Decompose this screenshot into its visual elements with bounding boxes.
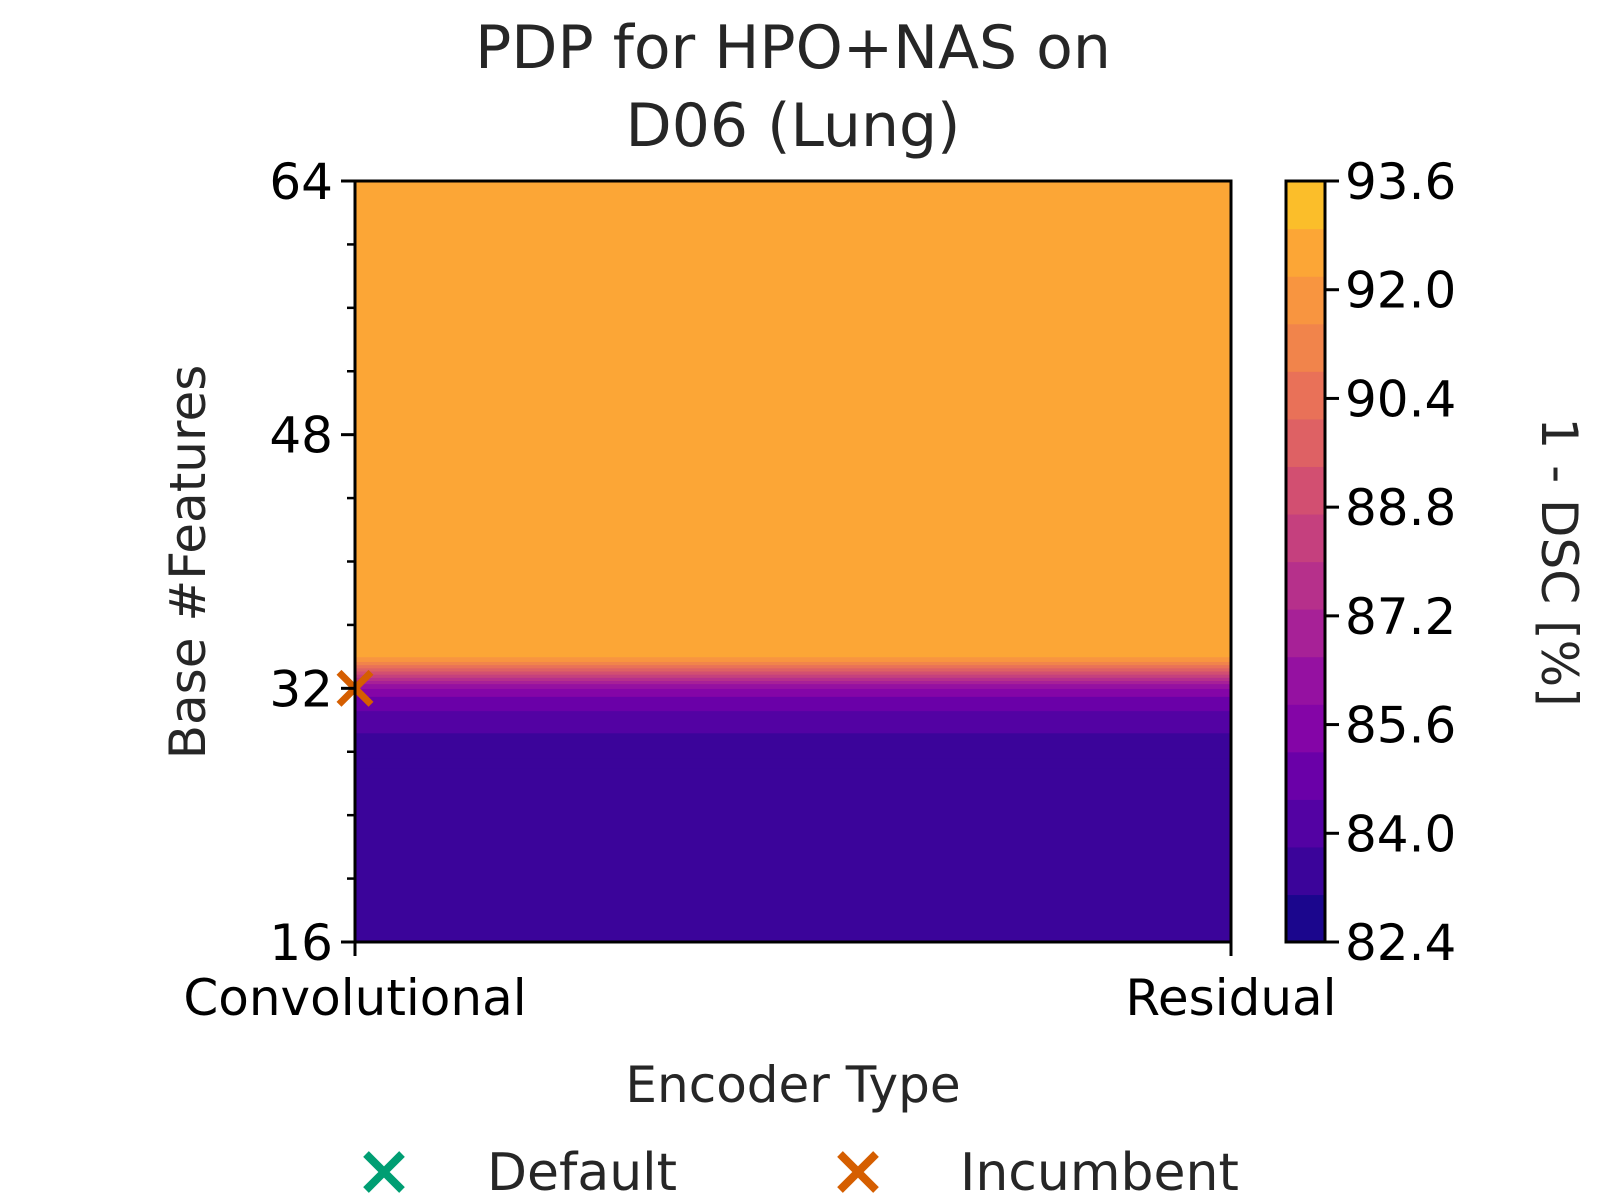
colorbar-frame [1284, 179, 1327, 944]
x-axis-ticks: Convolutional Residual [183, 942, 1337, 1027]
y-tick-label: 16 [269, 914, 333, 972]
y-tick-label: 48 [269, 407, 333, 465]
chart-title-line-1: PDP for HPO+NAS on [475, 13, 1111, 83]
colorbar-segment [1286, 418, 1325, 467]
colorbar-segment [1286, 466, 1325, 515]
heatmap-band [355, 656, 1231, 662]
heatmap-band [355, 670, 1231, 675]
heatmap-band [355, 680, 1231, 685]
heatmap-band [355, 667, 1231, 672]
plot-area [355, 181, 1231, 943]
colorbar-segment [1286, 894, 1325, 943]
legend-marker-default [363, 1151, 405, 1193]
colorbar-tick-label: 84.0 [1345, 805, 1456, 863]
y-tick-label: 32 [269, 660, 333, 718]
colorbar-tick-label: 85.6 [1345, 697, 1456, 755]
colorbar [1286, 181, 1325, 943]
colorbar-ticks: 82.4 84.0 85.6 87.2 88.8 90.4 92.0 93.6 [1325, 153, 1456, 972]
colorbar-segment [1286, 799, 1325, 848]
heatmap-band [355, 758, 1231, 769]
colorbar-segment [1286, 656, 1325, 705]
heatmap-band [355, 683, 1231, 689]
x-tick-label: Residual [1125, 969, 1336, 1027]
legend-label-default: Default [487, 1143, 677, 1200]
heatmap-band [355, 742, 1231, 759]
legend: Default Incumbent [363, 1143, 1239, 1200]
colorbar-tick-label: 93.6 [1345, 153, 1456, 211]
colorbar-segment [1286, 513, 1325, 563]
legend-marker-incumbent [837, 1151, 879, 1193]
heatmap-band [355, 664, 1231, 669]
x-tick-label: Convolutional [183, 969, 526, 1027]
heatmap-band [355, 710, 1231, 734]
heatmap-band [355, 661, 1231, 666]
legend-item-incumbent: Incumbent [837, 1143, 1239, 1200]
colorbar-label: 1 - DSC [%] [1530, 417, 1588, 706]
heatmap-band [355, 696, 1231, 712]
colorbar-segment [1286, 704, 1325, 753]
legend-item-default: Default [363, 1143, 677, 1200]
colorbar-tick-label: 90.4 [1345, 370, 1456, 428]
colorbar-segment [1286, 276, 1325, 325]
colorbar-segment [1286, 371, 1325, 420]
colorbar-segment [1286, 323, 1325, 372]
colorbar-tick-label: 82.4 [1345, 914, 1456, 972]
legend-label-incumbent: Incumbent [960, 1143, 1239, 1200]
chart-title-line-2: D06 (Lung) [626, 91, 961, 161]
x-axis-label: Encoder Type [625, 1056, 960, 1114]
y-axis-ticks: 16 32 48 64 [269, 153, 355, 972]
colorbar-segment [1286, 609, 1325, 658]
heatmap-band [355, 677, 1231, 682]
heatmap-band [355, 181, 1231, 658]
y-tick-label: 64 [269, 153, 333, 211]
heatmap-band [355, 767, 1231, 943]
colorbar-tick-label: 92.0 [1345, 262, 1456, 320]
colorbar-segment [1286, 228, 1325, 277]
colorbar-segment [1286, 846, 1325, 896]
colorbar-segment [1286, 561, 1325, 610]
y-axis-label: Base #Features [159, 365, 217, 760]
colorbar-tick-label: 87.2 [1345, 588, 1456, 646]
heatmap-band [355, 674, 1231, 678]
colorbar-segment [1286, 181, 1325, 230]
colorbar-segment [1286, 751, 1325, 800]
colorbar-tick-label: 88.8 [1345, 479, 1456, 537]
heatmap-band [355, 688, 1231, 697]
heatmap-band [355, 732, 1231, 743]
